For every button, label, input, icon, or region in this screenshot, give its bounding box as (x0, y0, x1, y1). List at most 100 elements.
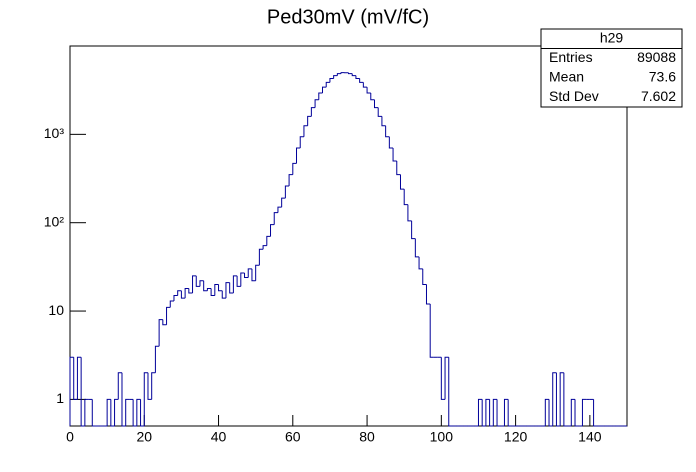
histogram-bin (177, 290, 182, 296)
histogram-bin (221, 290, 226, 299)
histogram-bin (199, 280, 204, 287)
histogram-bin (143, 372, 148, 426)
histogram-bin (425, 284, 431, 305)
histogram-bin (114, 398, 119, 426)
histogram-bin (593, 399, 598, 427)
x-tick-label: 100 (430, 429, 454, 445)
histogram-bin (307, 115, 312, 126)
histogram-bin (192, 275, 197, 294)
histogram-bin (151, 372, 156, 400)
histogram-bin (110, 399, 115, 427)
histogram-bin (366, 87, 371, 94)
histogram-bin (121, 372, 126, 427)
histogram-bin (385, 125, 390, 138)
histogram-bin (340, 72, 345, 74)
histogram-bin (355, 75, 360, 79)
histogram-bin (184, 287, 189, 299)
histogram-bin (322, 86, 327, 93)
histogram-bin (296, 147, 301, 164)
histogram-bin (325, 81, 330, 88)
histogram-bin (310, 107, 316, 117)
histogram-bin (125, 398, 130, 426)
histogram-bin (485, 398, 490, 426)
histogram-bin (277, 206, 282, 213)
stats-label: Std Dev (549, 88, 599, 104)
x-tick-label: 120 (504, 429, 528, 445)
stats-title: h29 (600, 29, 624, 45)
histogram-bin (180, 290, 186, 299)
histogram-bin (240, 272, 245, 287)
histogram-bin (548, 399, 553, 427)
histogram-bin (136, 398, 141, 426)
histogram-bin (496, 399, 501, 427)
x-tick-label: 60 (285, 429, 301, 445)
histogram-bin (140, 399, 145, 427)
histogram-bin (444, 356, 449, 400)
histogram-bin (362, 82, 368, 88)
histogram-bin (477, 398, 483, 426)
histogram-bin (381, 116, 386, 127)
y-tick-label: 10 (48, 302, 64, 318)
histogram-bin (281, 197, 286, 208)
histogram-bin (377, 107, 382, 117)
histogram-bin (329, 77, 334, 83)
histogram-bin (574, 399, 579, 427)
histogram-bin (214, 283, 219, 296)
histogram-bin (173, 294, 178, 301)
histogram-bin (388, 136, 394, 149)
histogram-bin (333, 75, 338, 79)
histogram-bin (422, 268, 427, 285)
histogram-bin (188, 288, 193, 294)
histogram-bin (69, 356, 74, 426)
stats-label: Mean (549, 68, 584, 84)
histogram-bin (210, 288, 215, 296)
x-tick-label: 80 (359, 429, 375, 445)
histogram-bin (570, 398, 576, 426)
histogram-bin (117, 372, 122, 400)
histogram-bin (492, 398, 498, 426)
histogram-bin (336, 73, 342, 76)
histogram-bin (84, 398, 89, 426)
histogram-bin (396, 160, 401, 176)
histogram-bin (563, 372, 568, 427)
histogram-bin (258, 248, 264, 266)
histogram-bin (407, 204, 412, 222)
histogram-bin (418, 256, 423, 270)
histogram-bin (76, 356, 82, 400)
histogram-bin (403, 189, 408, 206)
stats-value: 89088 (637, 49, 676, 65)
histogram-bin (299, 136, 304, 149)
histogram-bin (195, 275, 200, 287)
histogram-bin (169, 300, 174, 308)
x-tick-label: 0 (66, 429, 74, 445)
histogram-bin (203, 280, 208, 292)
histogram-bin (503, 398, 509, 426)
histogram-bin (147, 372, 152, 400)
histogram-bin (314, 99, 319, 108)
x-tick-label: 140 (578, 429, 602, 445)
histogram-bin (481, 399, 486, 427)
histogram-bin (581, 398, 587, 426)
histogram-bin (429, 304, 434, 358)
stats-box (540, 28, 683, 108)
histogram-bin (206, 287, 212, 291)
histogram-bin (303, 125, 308, 137)
histogram-bin (91, 399, 96, 427)
histogram-bin (247, 268, 252, 278)
histogram-bin (414, 238, 420, 258)
stats-value: 73.6 (649, 68, 676, 84)
chart-title: Ped30mV (mV/fC) (267, 6, 429, 28)
histogram-bin (255, 264, 260, 281)
histogram-bin (232, 275, 238, 294)
y-tick-label: 10² (44, 213, 65, 229)
histogram-bin (266, 235, 271, 246)
histogram-bin (359, 78, 364, 83)
histogram-bin (154, 345, 160, 373)
histogram-bin (262, 245, 267, 250)
stats-value: 7.602 (641, 88, 676, 104)
x-tick-label: 40 (211, 429, 227, 445)
histogram-bin (552, 372, 557, 426)
histogram-bin (448, 357, 453, 427)
histogram-bin (373, 99, 379, 109)
histogram-bin (273, 212, 278, 225)
